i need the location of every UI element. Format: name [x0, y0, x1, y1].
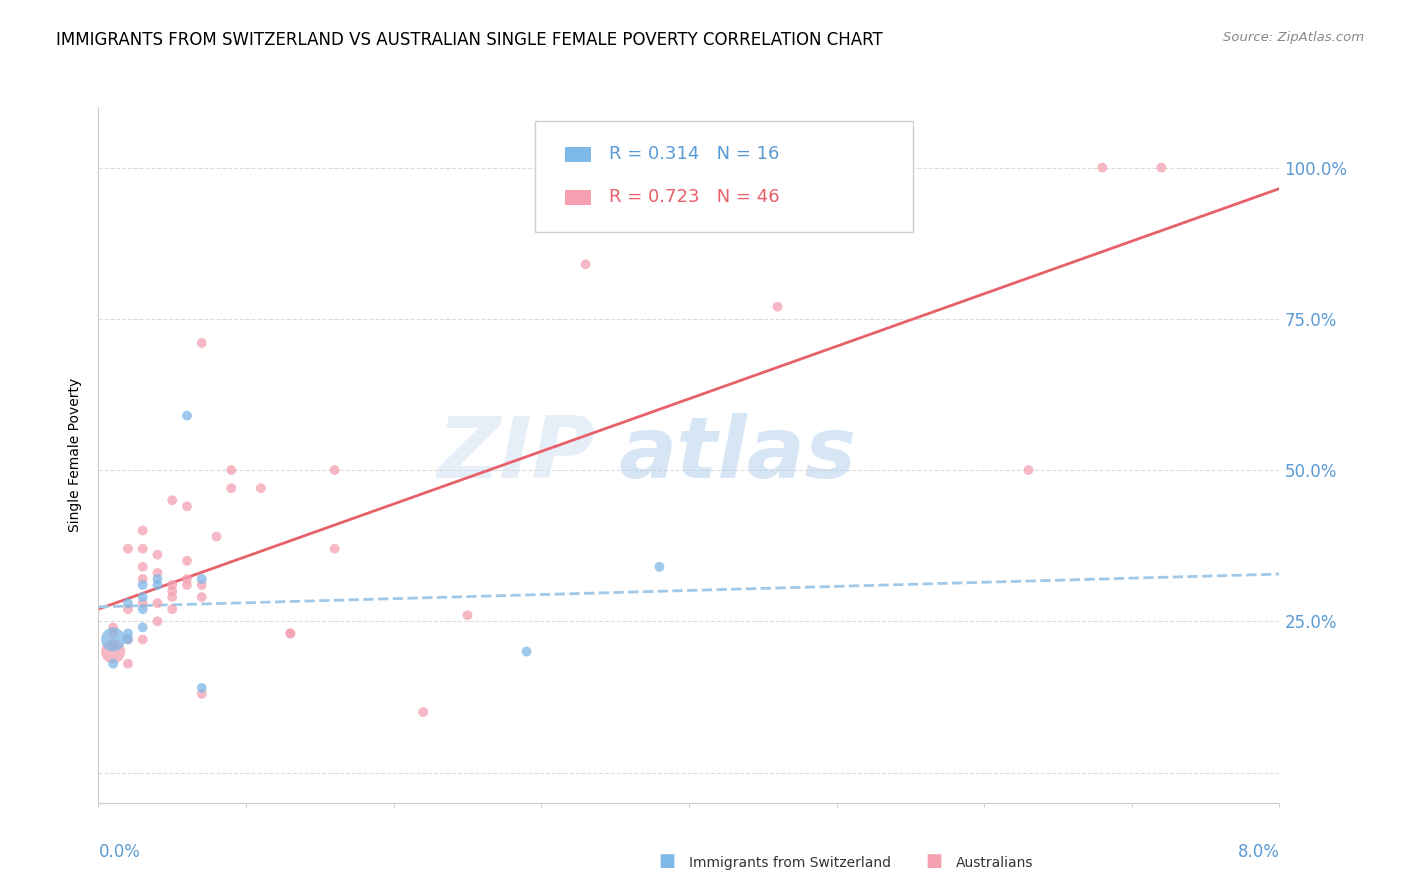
Point — [191, 681, 214, 695]
Text: 8.0%: 8.0% — [1237, 843, 1279, 861]
Point — [766, 300, 789, 314]
Point — [132, 596, 155, 610]
Text: ■: ■ — [925, 852, 942, 870]
Text: R = 0.314   N = 16: R = 0.314 N = 16 — [609, 145, 779, 163]
Point — [103, 657, 125, 671]
Point — [146, 548, 169, 562]
Point — [323, 463, 346, 477]
Point — [103, 644, 125, 658]
Text: Immigrants from Switzerland: Immigrants from Switzerland — [689, 855, 891, 870]
Point — [132, 572, 155, 586]
Point — [132, 632, 155, 647]
FancyBboxPatch shape — [565, 146, 591, 162]
Point — [412, 705, 434, 719]
Point — [103, 639, 125, 653]
Point — [132, 524, 155, 538]
Point — [250, 481, 273, 495]
Text: Source: ZipAtlas.com: Source: ZipAtlas.com — [1223, 31, 1364, 45]
Point — [221, 463, 243, 477]
Point — [103, 626, 125, 640]
Point — [648, 559, 671, 574]
Point — [146, 578, 169, 592]
Point — [132, 620, 155, 634]
Point — [132, 578, 155, 592]
Point — [162, 578, 183, 592]
Point — [103, 620, 125, 634]
Point — [457, 608, 479, 623]
Text: atlas: atlas — [619, 413, 856, 497]
Point — [191, 590, 214, 604]
Point — [162, 584, 183, 599]
Point — [162, 602, 183, 616]
Point — [132, 559, 155, 574]
Point — [117, 632, 139, 647]
Point — [146, 566, 169, 580]
Point — [191, 687, 214, 701]
Point — [162, 493, 183, 508]
Point — [516, 644, 538, 658]
Point — [117, 632, 139, 647]
Text: ■: ■ — [658, 852, 675, 870]
Point — [1150, 161, 1173, 175]
Point — [280, 626, 302, 640]
Point — [146, 615, 169, 629]
Point — [323, 541, 346, 556]
Point — [191, 572, 214, 586]
Point — [176, 409, 198, 423]
Point — [117, 541, 139, 556]
Point — [117, 596, 139, 610]
Point — [103, 632, 125, 647]
Point — [176, 578, 198, 592]
Point — [280, 626, 302, 640]
Point — [132, 590, 155, 604]
Point — [575, 257, 598, 271]
Point — [162, 590, 183, 604]
Point — [1091, 161, 1114, 175]
Point — [132, 541, 155, 556]
Point — [117, 602, 139, 616]
Text: ZIP: ZIP — [437, 413, 595, 497]
Text: Australians: Australians — [956, 855, 1033, 870]
Y-axis label: Single Female Poverty: Single Female Poverty — [69, 378, 83, 532]
Point — [176, 572, 198, 586]
FancyBboxPatch shape — [565, 190, 591, 205]
Text: 0.0%: 0.0% — [98, 843, 141, 861]
Point — [176, 500, 198, 514]
Text: R = 0.723   N = 46: R = 0.723 N = 46 — [609, 188, 779, 206]
Point — [205, 530, 228, 544]
Point — [132, 602, 155, 616]
Point — [146, 572, 169, 586]
Point — [117, 626, 139, 640]
Point — [176, 554, 198, 568]
FancyBboxPatch shape — [536, 121, 914, 232]
Point — [146, 596, 169, 610]
Point — [117, 657, 139, 671]
Point — [191, 336, 214, 351]
Point — [221, 481, 243, 495]
Text: IMMIGRANTS FROM SWITZERLAND VS AUSTRALIAN SINGLE FEMALE POVERTY CORRELATION CHAR: IMMIGRANTS FROM SWITZERLAND VS AUSTRALIA… — [56, 31, 883, 49]
Point — [1018, 463, 1040, 477]
Point — [191, 578, 214, 592]
